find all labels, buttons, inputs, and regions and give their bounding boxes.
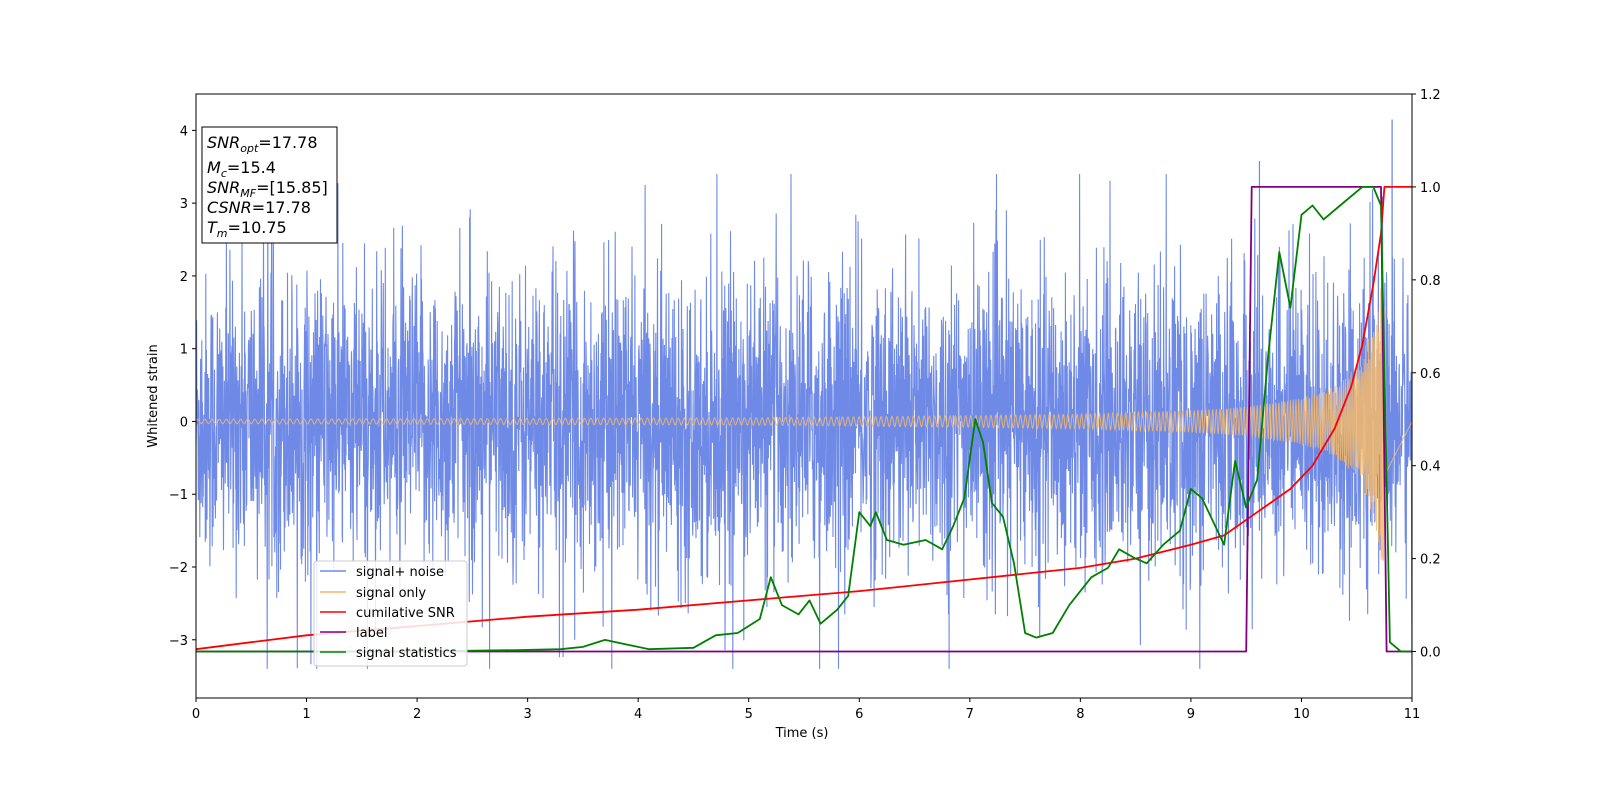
legend-label-signal-statistics: signal statistics <box>356 646 457 661</box>
series-signal-noise-line <box>196 173 1412 669</box>
plot-area <box>196 119 1412 669</box>
y-tick-label: 1 <box>180 343 188 358</box>
annotation-snr-mf: SNRMF=[15.85] <box>207 178 328 200</box>
y-tick-label: 2 <box>180 270 188 285</box>
series-label-line <box>196 185 1412 653</box>
y2-tick-label: 1.0 <box>1420 181 1441 196</box>
x-tick-label: 3 <box>523 707 531 722</box>
x-tick-label: 4 <box>634 707 642 722</box>
x-tick-label: 1 <box>302 707 310 722</box>
annotation-snr-opt: SNRopt=17.78 <box>207 133 318 155</box>
legend-frame <box>313 560 468 667</box>
y-tick-label: −3 <box>169 634 188 649</box>
y-tick-label: 4 <box>180 124 188 139</box>
y-tick-label: −2 <box>169 561 188 576</box>
y2-tick-label: 0.6 <box>1420 367 1441 382</box>
legend: signal+ noise signal only cumilative SNR… <box>313 560 468 667</box>
x-tick-label: 11 <box>1404 707 1421 722</box>
y2-tick-label: 0.2 <box>1420 553 1441 568</box>
legend-label-cumulative-snr: cumilative SNR <box>356 606 455 621</box>
x-axis-label: Time (s) <box>775 726 829 741</box>
annotation-frame <box>201 126 338 244</box>
y2-tick-label: 0.0 <box>1420 646 1441 661</box>
y2-tick-label: 1.2 <box>1420 88 1441 103</box>
annotation-tm: Tm=10.75 <box>207 218 287 240</box>
x-tick-label: 8 <box>1076 707 1084 722</box>
y2-tick-label: 0.8 <box>1420 274 1441 289</box>
y-tick-label: −1 <box>169 488 188 503</box>
x-tick-label: 0 <box>192 707 200 722</box>
axes-frame <box>195 93 1413 699</box>
y-tick-label: 3 <box>180 197 188 212</box>
annotation-mc: Mc=15.4 <box>207 158 276 180</box>
y-axis-label: Whitened strain <box>146 344 161 447</box>
y-tick-label: 0 <box>180 415 188 430</box>
legend-label-signal-only: signal only <box>356 586 426 601</box>
annotation-csnr: CSNR=17.78 <box>207 198 311 217</box>
series-cumulative-snr-line <box>196 185 1412 651</box>
legend-label-signal-noise: signal+ noise <box>356 565 444 580</box>
y2-tick-label: 0.4 <box>1420 460 1441 475</box>
x-tick-label: 10 <box>1293 707 1310 722</box>
x-tick-label: 9 <box>1187 707 1195 722</box>
series-signal-only-line <box>196 278 1412 561</box>
axes: 0 1 2 3 4 5 6 7 8 9 10 11 −3 −2 −1 0 1 2 3 4 0.0 0.2 0.4 0.6 0.8… <box>169 88 1441 722</box>
x-tick-label: 2 <box>413 707 421 722</box>
series-signal-statistics-line <box>196 185 1412 653</box>
x-tick-label: 6 <box>855 707 863 722</box>
x-tick-label: 7 <box>966 707 974 722</box>
x-tick-label: 5 <box>745 707 753 722</box>
annotation-box: SNRopt=17.78 Mc=15.4 SNRMF=[15.85] CSNR=… <box>201 126 338 244</box>
legend-label-label: label <box>356 626 387 641</box>
